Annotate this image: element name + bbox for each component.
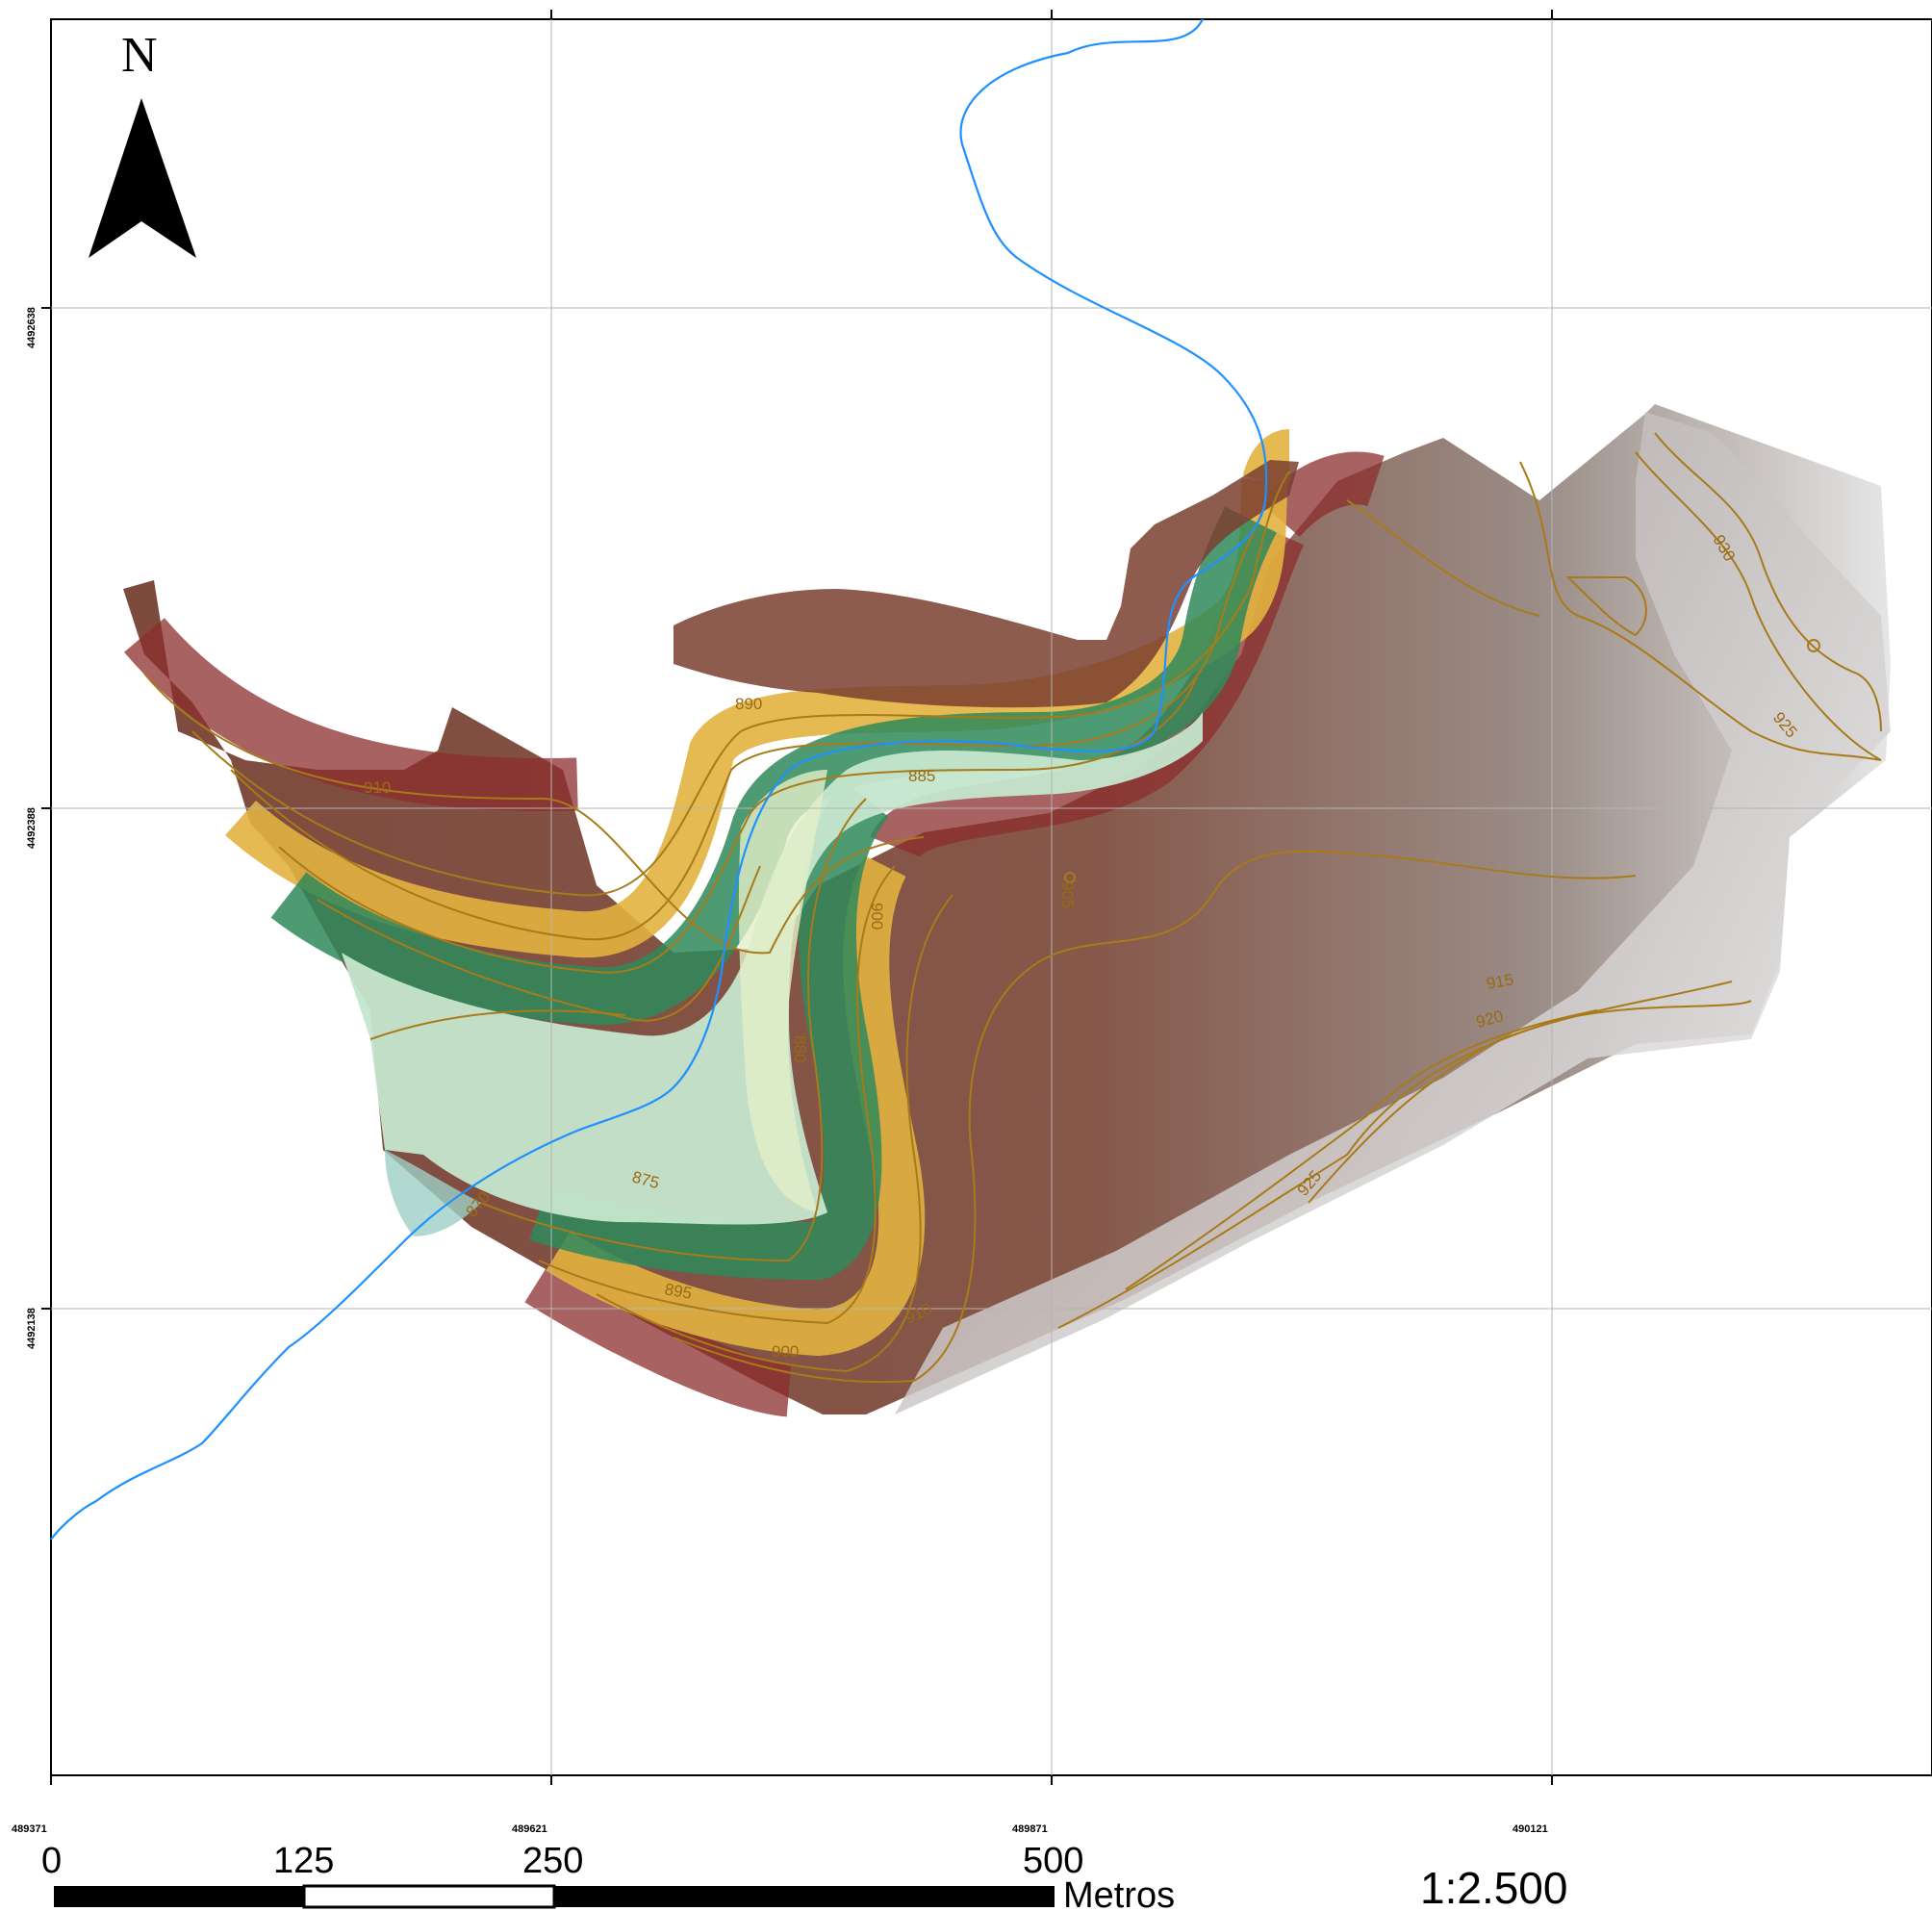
x-coordinate-label: 489371 xyxy=(12,1823,47,1835)
y-coordinate-label: 4492138 xyxy=(26,1308,38,1349)
x-coordinate-label: 489871 xyxy=(1012,1823,1048,1835)
scale-segment-black xyxy=(54,1886,304,1907)
contour-label: 915 xyxy=(1485,970,1514,993)
coordinate-grid xyxy=(51,19,1932,1775)
river xyxy=(50,18,1268,1541)
contour-lines xyxy=(143,432,1882,1384)
frame-ticks xyxy=(41,10,1553,1785)
terrain-north-rim xyxy=(674,460,1299,708)
scale-ratio: 1:2.500 xyxy=(1420,1863,1567,1911)
y-coordinate-labels: 4492638 4492388 4492138 xyxy=(26,307,38,1349)
scale-tick-label: 0 xyxy=(41,1841,62,1881)
contour-label: 895 xyxy=(663,1280,693,1303)
north-arrow-letter: N xyxy=(121,28,158,83)
contour-label: 905 xyxy=(1058,881,1077,908)
contour-label: 890 xyxy=(735,695,762,713)
terrain-valley-pale xyxy=(738,770,827,1212)
terrain-high-grey xyxy=(895,412,1891,1414)
scale-bar: 0 125 250 500 Metros 1:2.500 xyxy=(41,1841,1567,1911)
y-coordinate-label: 4492388 xyxy=(26,807,38,849)
contour-label: 900 xyxy=(772,1342,799,1361)
scale-unit: Metros xyxy=(1063,1875,1175,1911)
north-arrow: N xyxy=(89,28,196,258)
x-coordinate-label: 490121 xyxy=(1513,1823,1548,1835)
contour-label: 880 xyxy=(791,1035,809,1062)
scale-tick-label: 250 xyxy=(522,1841,583,1881)
contour-label: 885 xyxy=(908,767,935,785)
x-coordinate-label: 489621 xyxy=(512,1823,547,1835)
scale-tick-label: 125 xyxy=(273,1841,334,1881)
scale-tick-label: 500 xyxy=(1023,1841,1083,1881)
scale-segment-black xyxy=(554,1886,1055,1907)
contour-label: 900 xyxy=(868,903,886,930)
scale-segment-white xyxy=(302,1884,556,1909)
x-coordinate-labels: 489371 489621 489871 490121 xyxy=(12,1823,1548,1835)
contour-label: 910 xyxy=(364,778,391,797)
north-arrow-icon xyxy=(89,98,196,258)
y-coordinate-label: 4492638 xyxy=(26,307,38,348)
terrain-valley-blue xyxy=(385,1150,481,1236)
